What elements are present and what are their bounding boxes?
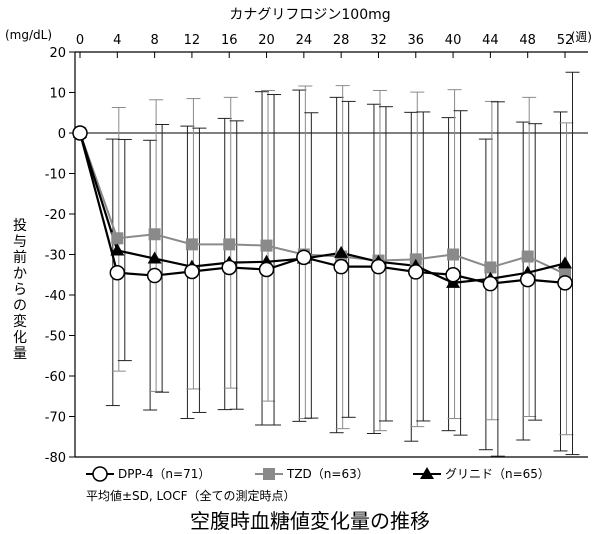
marker-glinide [110,243,125,256]
marker-dpp4 [370,258,387,275]
x-axis: 0 4 8 12 16 20 24 28 32 36 40 44 48 52 [76,33,573,58]
y-unit-label: (mg/dL) [5,28,52,42]
x-tick-label: 48 [519,33,536,48]
x-tick-label: 4 [113,33,121,48]
y-axis-label-char: 量 [13,346,27,362]
legend-label: グリニド（n=65） [445,467,550,481]
marker-dpp4 [92,466,108,482]
marker-tzd [185,238,198,251]
legend-label: DPP-4（n=71） [118,467,210,481]
marker-glinide [334,245,349,258]
y-axis-label-char: か [13,266,27,282]
x-tick-label: 44 [482,33,499,48]
y-axis-label-char: 与 [13,234,27,250]
chart-top-title: カナグリフロジン100mg [229,7,390,23]
chart-note: 平均値±SD, LOCF（全ての測定時点） [86,488,296,503]
marker-dpp4 [258,261,275,278]
y-tick-label: 20 [49,46,66,61]
y-tick-label: -70 [45,411,66,426]
x-unit-label: (週) [571,30,592,44]
x-tick-label: 40 [445,33,462,48]
y-tick-label: -30 [45,249,66,264]
x-tick-label: 8 [150,33,158,48]
y-tick-label: -60 [45,370,66,385]
y-axis-label-char: 化 [13,330,27,346]
chart-title: 空腹時血糖値変化量の推移 [190,509,430,533]
legend-label: TZD（n=63） [286,467,369,481]
x-tick-label: 28 [333,33,350,48]
x-tick-label: 36 [407,33,424,48]
x-tick-label: 52 [557,33,574,48]
x-tick-label: 12 [184,33,201,48]
x-tick-label: 16 [221,33,238,48]
marker-dpp4 [445,267,461,283]
series-markers [72,125,573,292]
y-tick-label: -10 [45,168,66,183]
marker-dpp4 [221,259,237,276]
y-axis-label-char: の [13,298,27,314]
y-tick-label: -40 [45,289,66,304]
marker-tzd [263,468,275,480]
y-tick-label: -50 [45,330,66,345]
marker-dpp4 [408,264,424,280]
marker-glinide [147,251,162,264]
marker-dpp4 [146,267,163,284]
y-axis: 20 10 0 -10 -20 -30 -40 -50 -60 -70 -80 [45,46,75,466]
marker-dpp4 [333,258,349,275]
x-tick-label: 24 [296,33,313,48]
marker-dpp4 [296,249,312,266]
marker-dpp4 [557,275,573,291]
marker-tzd [223,238,236,251]
x-tick-label: 20 [258,33,275,48]
y-tick-label: -20 [45,208,66,223]
y-axis-label-char: 前 [13,249,27,266]
y-axis-label-char: 投 [13,218,27,234]
marker-dpp4 [109,264,126,281]
marker-tzd [521,250,534,263]
marker-dpp4 [482,275,499,292]
marker-dpp4 [519,271,536,288]
x-tick-label: 32 [370,33,387,48]
marker-glinide [420,467,434,479]
y-axis-label-char: ら [13,282,27,298]
marker-dpp4 [72,125,88,141]
marker-tzd [148,228,161,241]
marker-tzd [447,248,460,261]
marker-dpp4 [184,263,200,280]
y-tick-label: 0 [58,127,66,142]
y-tick-label: 10 [49,87,66,102]
y-tick-label: -80 [45,451,66,466]
marker-glinide [558,256,572,269]
plot-frame [74,51,588,458]
marker-tzd [260,239,273,252]
legend: DPP-4（n=71） TZD（n=63） グリニド（n=65） [86,466,550,482]
y-axis-label-char: 変 [13,313,27,330]
marker-tzd [484,261,497,274]
marker-tzd [111,232,124,245]
x-tick-label: 0 [76,33,84,48]
